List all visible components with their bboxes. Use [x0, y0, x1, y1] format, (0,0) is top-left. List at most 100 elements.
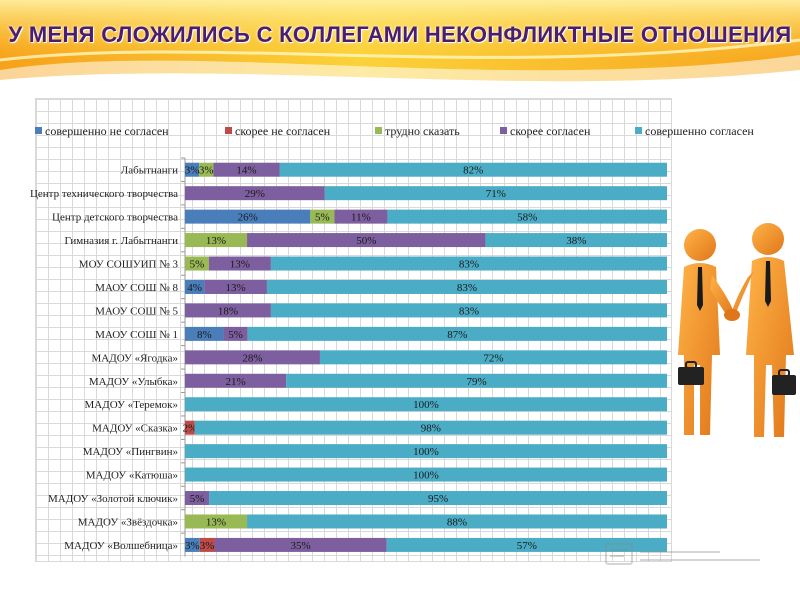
data-label: 88% [447, 516, 467, 528]
bar-segment [185, 256, 209, 271]
bar-segment [185, 537, 200, 552]
data-label: 5% [190, 259, 205, 271]
bar-segment [204, 279, 267, 294]
data-label: 58% [517, 212, 537, 224]
category-label: МОУ СОШУИП № 3 [79, 259, 179, 271]
bar-segment [485, 233, 667, 248]
legend-item: скорее согласен [500, 124, 590, 139]
data-label: 5% [315, 212, 330, 224]
data-label: 5% [190, 493, 205, 505]
data-label: 29% [245, 188, 265, 200]
data-label: 11% [351, 212, 371, 224]
category-label: Гимназия г. Лабытнанги [64, 235, 178, 247]
bar-segment [286, 373, 667, 388]
data-label: 14% [236, 165, 256, 177]
data-label: 13% [230, 259, 250, 271]
bar-segment [185, 514, 248, 529]
data-label: 83% [459, 305, 479, 317]
bar-segment [209, 491, 667, 506]
data-label: 79% [467, 376, 487, 388]
bar-segment [185, 397, 667, 412]
handshake-illustration-icon [678, 223, 796, 437]
data-label: 13% [206, 235, 226, 247]
bar-segment [185, 233, 248, 248]
data-label: 50% [356, 235, 376, 247]
legend-swatch [635, 127, 642, 134]
data-label: 100% [413, 470, 439, 482]
data-label: 3% [185, 165, 200, 177]
bar-segment [185, 326, 224, 341]
data-label: 83% [459, 259, 479, 271]
category-label: Лабытнанги [121, 165, 178, 177]
bar-segment [247, 233, 486, 248]
bar-segment [185, 186, 325, 201]
bar-segment [247, 514, 668, 529]
data-label: 100% [413, 446, 439, 458]
category-label: МАДОУ «Золотой ключик» [48, 493, 178, 505]
data-label: 26% [238, 212, 258, 224]
chart-legend: совершенно не согласен скорее не согласен… [35, 124, 775, 140]
bar-segment [199, 537, 215, 552]
data-label: 72% [483, 352, 503, 364]
legend-label: совершенно согласен [645, 124, 754, 138]
data-label: 3% [200, 540, 215, 552]
bar-segment [270, 256, 667, 271]
data-label: 95% [428, 493, 448, 505]
data-label: 3% [199, 165, 214, 177]
bar-segment [185, 467, 667, 482]
bar-segment [324, 186, 667, 201]
bar-segment [185, 303, 271, 318]
data-label: 87% [447, 329, 467, 341]
bar-segment [185, 279, 205, 294]
bar-segment [185, 444, 667, 459]
data-label: 100% [413, 399, 439, 411]
category-label: МАДОУ «Сказка» [92, 423, 178, 435]
bar-segment [247, 326, 667, 341]
bar-segment [185, 209, 311, 224]
data-label: 8% [197, 329, 212, 341]
bar-segment [334, 209, 388, 224]
legend-label: скорее согласен [510, 124, 591, 138]
data-label: 35% [290, 540, 310, 552]
bar-segment [387, 209, 667, 224]
category-label: МАДОУ «Теремок» [85, 399, 178, 411]
data-label: 2% [182, 423, 197, 435]
bar-segment [266, 279, 667, 294]
bar-segment [270, 303, 667, 318]
bar-segment [310, 209, 335, 224]
banner-background [0, 0, 800, 88]
bar-segment [185, 162, 200, 177]
data-label: 83% [457, 282, 477, 294]
data-label: 71% [486, 188, 506, 200]
legend-label: трудно сказать [385, 124, 460, 138]
bar-segment [194, 420, 667, 435]
title-banner: У МЕНЯ СЛОЖИЛИСЬ С КОЛЛЕГАМИ НЕКОНФЛИКТН… [0, 0, 800, 88]
legend-item: скорее не согласен [225, 124, 330, 139]
legend-label: совершенно не согласен [45, 124, 169, 138]
data-label: 4% [187, 282, 202, 294]
bar-segment [386, 537, 667, 552]
bar-segment [185, 491, 210, 506]
legend-swatch [35, 127, 42, 134]
page-title: У МЕНЯ СЛОЖИЛИСЬ С КОЛЛЕГАМИ НЕКОНФЛИКТН… [8, 22, 792, 47]
data-label: 38% [566, 235, 586, 247]
category-label: Центр технического творчества [30, 188, 178, 200]
category-label: МАОУ СОШ № 8 [95, 282, 178, 294]
data-label: 13% [226, 282, 246, 294]
legend-swatch [500, 127, 507, 134]
bar-segment [185, 373, 287, 388]
category-label: МАДОУ «Пингвин» [83, 446, 178, 458]
data-label: 13% [206, 516, 226, 528]
legend-item: совершенно не согласен [35, 124, 169, 139]
data-label: 21% [226, 376, 246, 388]
legend-label: скорее не согласен [235, 124, 331, 138]
bar-segment [214, 537, 387, 552]
bar-segment [223, 326, 248, 341]
data-label: 98% [421, 423, 441, 435]
bar-segment [208, 256, 271, 271]
bar-segment [213, 162, 280, 177]
data-label: 57% [517, 540, 537, 552]
data-label: 5% [228, 329, 243, 341]
legend-swatch [225, 127, 232, 134]
